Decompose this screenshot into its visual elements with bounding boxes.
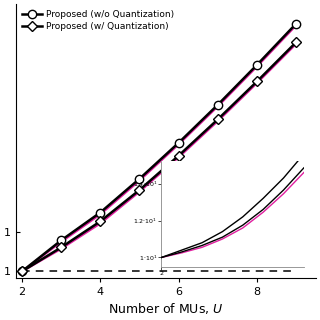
Proposed (w/o Quantization) [59,238,63,242]
Proposed (w/o Quantization) [216,103,220,107]
Legend: Proposed (w/o Quantization), Proposed (w/ Quantization): Proposed (w/o Quantization), Proposed (w… [20,9,176,33]
Proposed (w/o Quantization) [255,63,259,67]
Line: Proposed (w/ Quantization): Proposed (w/ Quantization) [19,39,300,275]
Proposed (w/ Quantization) [216,117,220,121]
Proposed (w/o Quantization) [98,211,102,214]
Proposed (w/o Quantization) [138,177,141,181]
Proposed (w/ Quantization) [294,40,298,44]
Line: Proposed (w/o Quantization): Proposed (w/o Quantization) [18,20,300,276]
Proposed (w/ Quantization) [255,79,259,83]
Proposed (w/o Quantization) [294,22,298,26]
Proposed (w/o Quantization) [20,269,24,273]
Proposed (w/ Quantization) [59,245,63,249]
Proposed (w/ Quantization) [138,188,141,192]
X-axis label: Number of MUs, $U$: Number of MUs, $U$ [108,301,224,316]
Proposed (w/ Quantization) [177,154,180,157]
Proposed (w/o Quantization) [177,141,180,145]
Proposed (w/ Quantization) [20,269,24,273]
Proposed (w/ Quantization) [98,220,102,223]
